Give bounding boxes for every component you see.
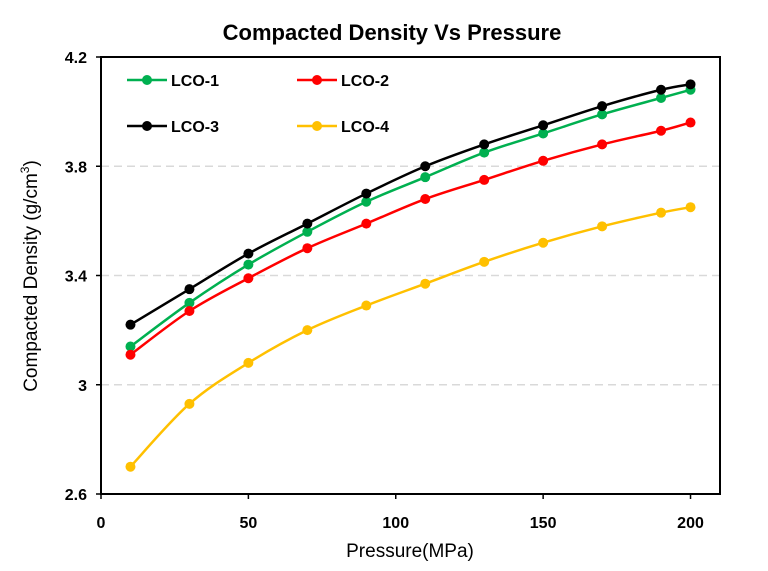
y-tick-label: 2.6 — [65, 487, 87, 504]
x-tick-label: 0 — [97, 515, 106, 532]
data-point-lco-2 — [685, 117, 696, 128]
data-point-lco-3 — [184, 284, 195, 295]
legend-label: LCO-2 — [341, 73, 389, 90]
series-line-lco-1 — [129, 88, 691, 348]
legend-marker — [142, 121, 152, 131]
data-point-lco-1 — [538, 128, 549, 139]
legend-marker — [312, 121, 322, 131]
data-point-lco-4 — [479, 256, 490, 267]
legend-marker — [142, 75, 152, 85]
data-point-lco-3 — [656, 84, 667, 95]
data-point-lco-3 — [361, 188, 372, 199]
x-tick-label: 200 — [677, 515, 704, 532]
data-point-lco-2 — [597, 139, 608, 150]
data-point-lco-1 — [125, 341, 136, 352]
legend-label: LCO-4 — [341, 119, 389, 136]
data-point-lco-3 — [479, 139, 490, 150]
data-point-lco-3 — [302, 218, 313, 229]
y-axis-label: Compacted Density (g/cm3) — [18, 160, 42, 392]
legend-label: LCO-3 — [171, 119, 219, 136]
data-point-lco-2 — [361, 218, 372, 229]
y-tick-label: 3.4 — [65, 269, 87, 286]
legend-label: LCO-1 — [171, 73, 219, 90]
x-tick-label: 100 — [382, 515, 409, 532]
data-point-lco-4 — [125, 461, 136, 472]
data-point-lco-4 — [243, 357, 254, 368]
data-point-lco-2 — [243, 273, 254, 284]
data-point-lco-1 — [243, 259, 254, 270]
data-point-lco-3 — [420, 161, 431, 172]
data-point-lco-1 — [420, 172, 431, 183]
data-point-lco-4 — [184, 398, 195, 409]
data-point-lco-3 — [538, 120, 549, 131]
data-point-lco-2 — [479, 174, 490, 185]
y-axis-label-end: ) — [21, 160, 42, 166]
data-point-lco-2 — [656, 125, 667, 136]
data-point-lco-2 — [125, 349, 136, 360]
data-point-lco-4 — [420, 278, 431, 289]
y-tick-label: 3.8 — [65, 159, 87, 176]
data-point-lco-4 — [538, 237, 549, 248]
data-point-lco-2 — [302, 243, 313, 254]
data-point-lco-1 — [184, 297, 195, 308]
y-tick-label: 3 — [78, 378, 87, 395]
data-point-lco-3 — [685, 79, 696, 90]
series-line-lco-4 — [129, 205, 691, 468]
data-point-lco-4 — [597, 221, 608, 232]
data-point-lco-1 — [656, 92, 667, 103]
data-point-lco-1 — [479, 147, 490, 158]
x-axis-label: Pressure(MPa) — [346, 541, 474, 562]
data-point-lco-3 — [597, 101, 608, 112]
data-point-lco-1 — [302, 226, 313, 237]
data-point-lco-1 — [597, 109, 608, 120]
plot-frame — [100, 56, 721, 495]
data-point-lco-3 — [243, 248, 254, 259]
data-point-lco-3 — [125, 319, 136, 330]
data-point-lco-2 — [538, 155, 549, 166]
series-line-lco-3 — [129, 83, 691, 326]
data-point-lco-4 — [361, 300, 372, 311]
y-tick-label: 4.2 — [65, 50, 87, 67]
data-point-lco-1 — [361, 196, 372, 207]
data-point-lco-4 — [656, 207, 667, 218]
data-point-lco-2 — [420, 194, 431, 205]
x-tick-label: 50 — [239, 515, 257, 532]
data-point-lco-4 — [685, 202, 696, 213]
x-tick-label: 150 — [530, 515, 557, 532]
data-point-lco-2 — [184, 306, 195, 317]
legend-marker — [312, 75, 322, 85]
y-axis-label-main: Compacted Density (g/cm — [21, 173, 42, 392]
series-line-lco-2 — [129, 121, 691, 356]
chart-title: Compacted Density Vs Pressure — [223, 20, 562, 45]
data-point-lco-4 — [302, 325, 313, 336]
y-axis-label-sup: 3 — [18, 166, 32, 173]
